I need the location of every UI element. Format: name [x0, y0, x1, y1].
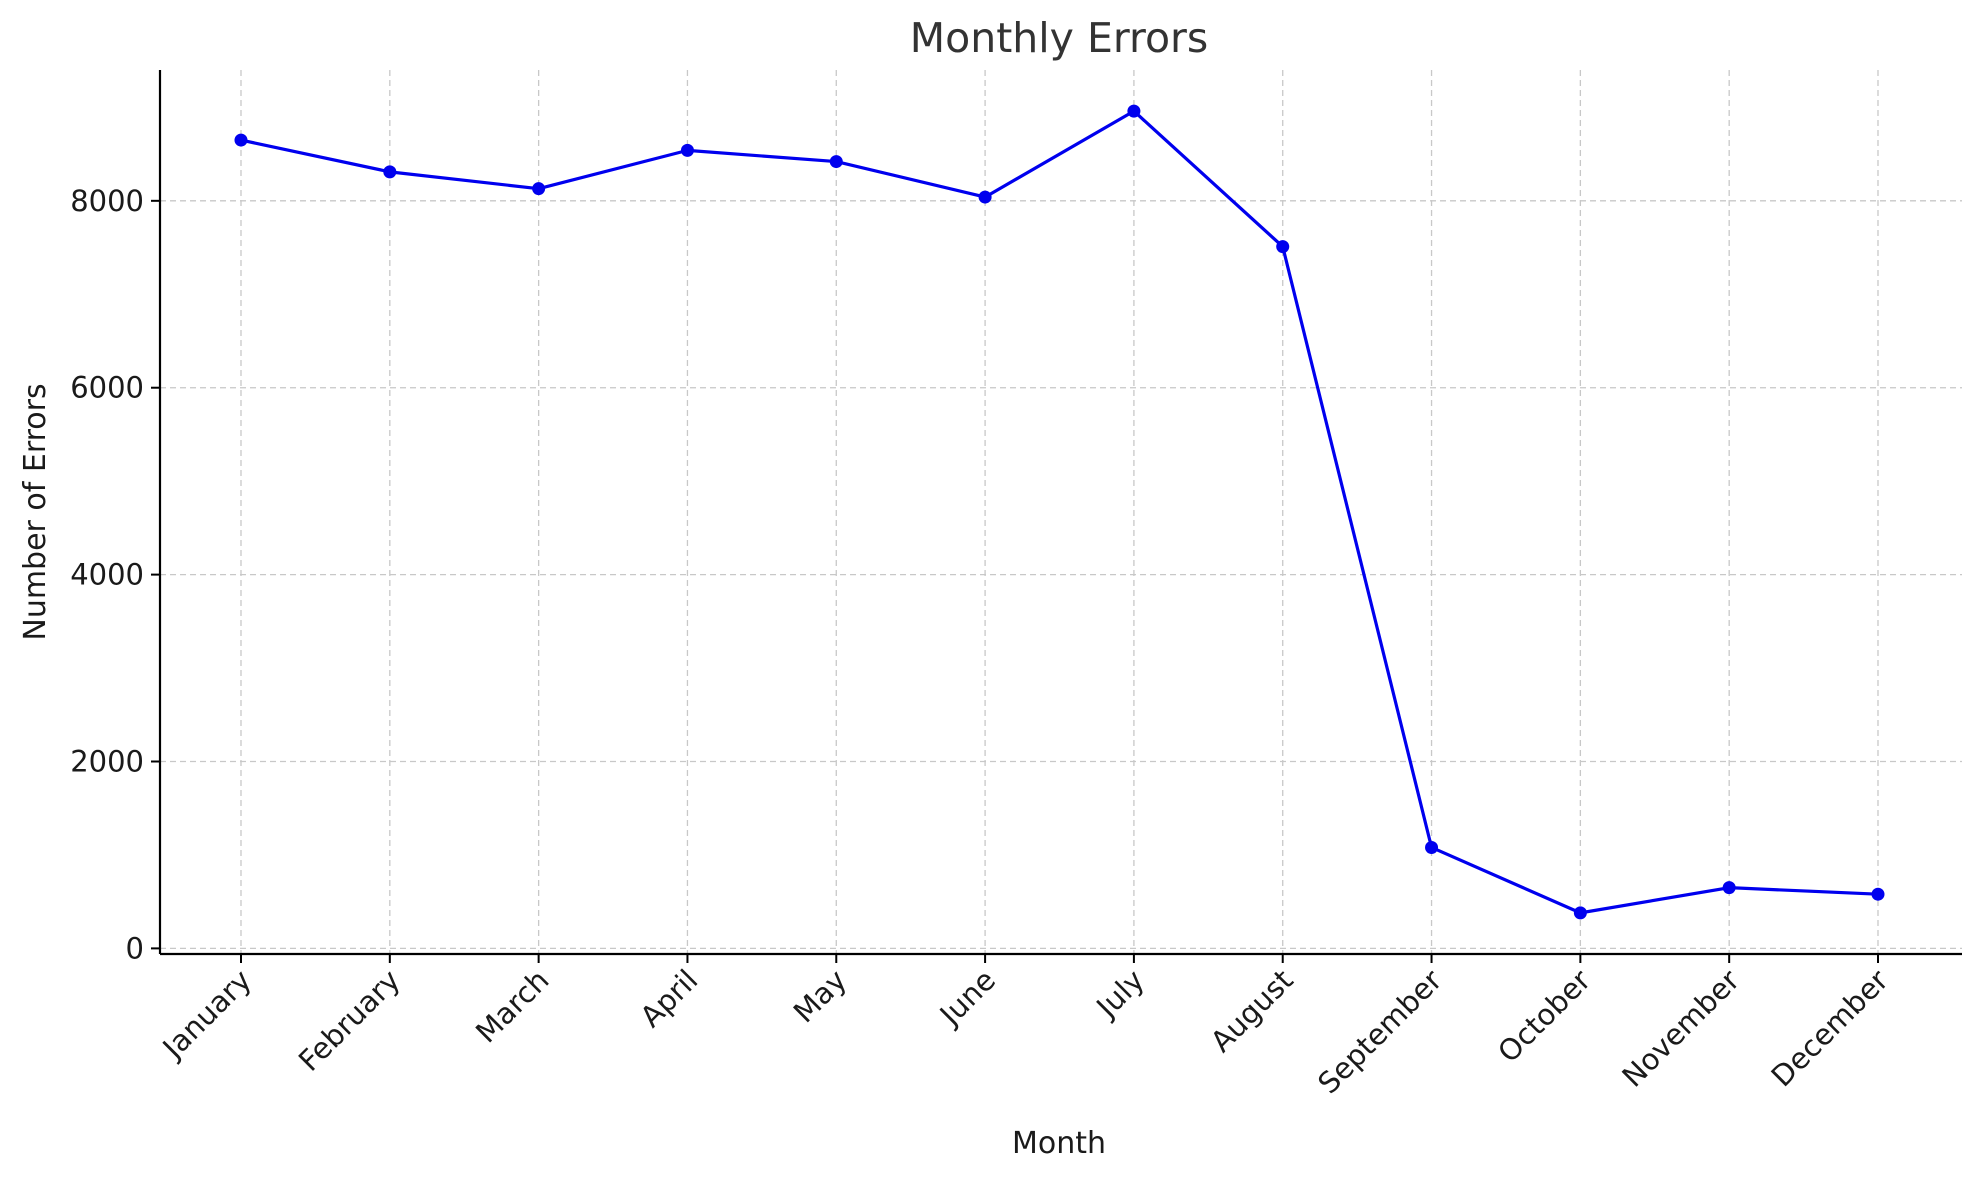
x-tick-label: December [1765, 963, 1895, 1093]
chart-title: Monthly Errors [910, 14, 1209, 62]
axes [158, 70, 1962, 956]
data-point [234, 133, 248, 147]
data-point [1425, 840, 1439, 854]
y-axis-title: Number of Errors [18, 383, 53, 640]
x-tick-label: March [469, 963, 556, 1050]
x-tick-label: September [1311, 963, 1448, 1100]
x-tick-label: August [1204, 963, 1300, 1059]
data-point [532, 182, 546, 196]
x-tick-label: June [932, 963, 1002, 1033]
data-point [1871, 887, 1885, 901]
data-point [383, 165, 397, 179]
y-tick-label: 0 [126, 931, 144, 965]
data-point [1722, 881, 1736, 895]
y-ticks: 0 2000 4000 6000 8000 [70, 184, 160, 965]
data-point [1573, 906, 1587, 920]
y-tick-label: 8000 [70, 184, 144, 218]
data-point [680, 143, 694, 157]
y-tick-label: 4000 [70, 558, 144, 592]
data-point [829, 155, 843, 169]
x-ticks: January February March April May June July Augu… [155, 954, 1895, 1100]
y-tick-label: 2000 [70, 745, 144, 779]
x-tick-label: April [633, 963, 704, 1034]
series-line [240, 109, 1879, 915]
x-tick-label: July [1089, 963, 1151, 1025]
y-tick-label: 6000 [70, 371, 144, 405]
data-point [1127, 104, 1141, 118]
x-tick-label: May [787, 963, 853, 1029]
x-tick-label: November [1615, 963, 1746, 1094]
grid-layer [160, 70, 1962, 954]
data-point [1276, 240, 1290, 254]
data-point [978, 190, 992, 204]
x-tick-label: February [292, 963, 407, 1078]
x-axis-title: Month [1012, 1126, 1106, 1161]
x-tick-label: January [155, 963, 258, 1066]
x-tick-label: October [1491, 963, 1597, 1069]
series-layer [234, 104, 1885, 920]
